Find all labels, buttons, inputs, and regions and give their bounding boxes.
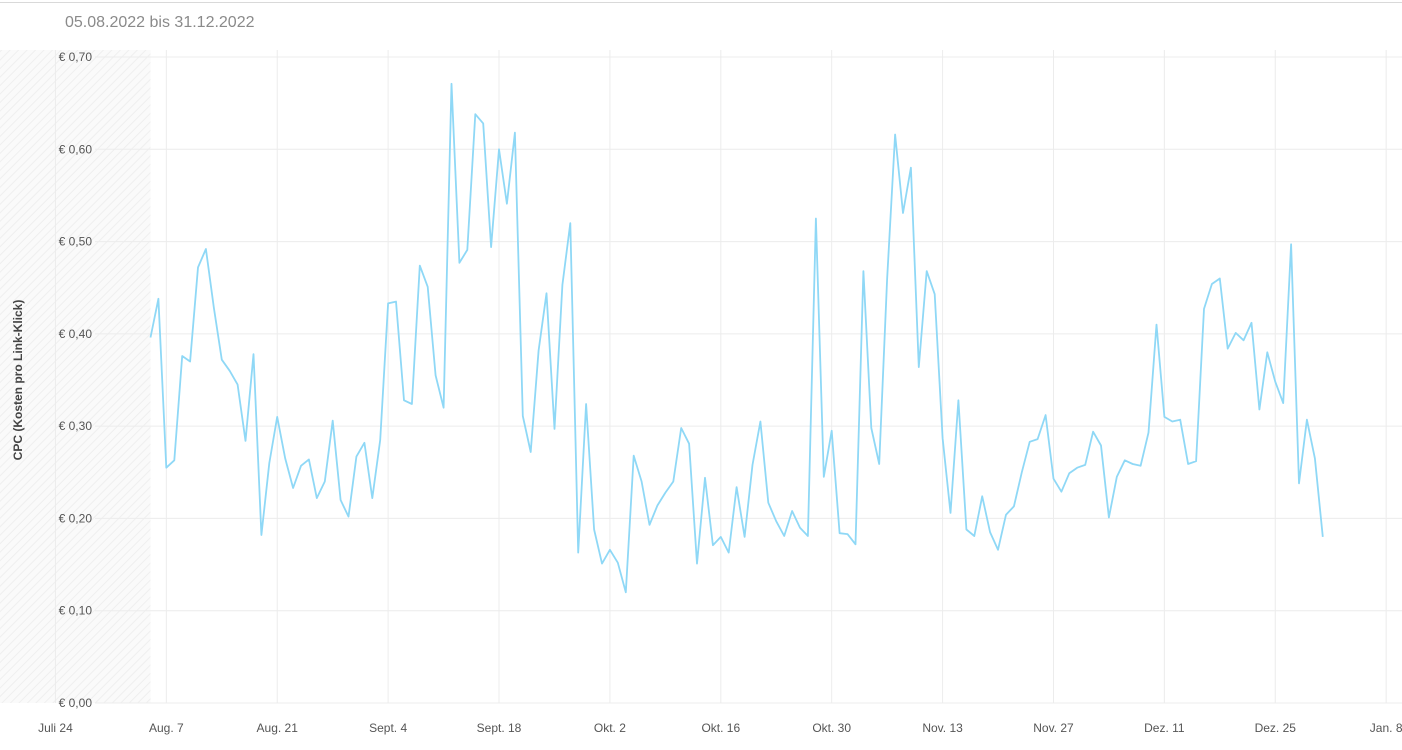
y-tick-label: € 0,40: [59, 327, 93, 341]
top-divider: [0, 2, 1402, 3]
date-range-label: 05.08.2022 bis 31.12.2022: [65, 14, 255, 31]
cpc-series-line: [149, 82, 1324, 594]
y-tick-label: € 0,50: [59, 235, 93, 249]
x-tick-label: Juli 24: [38, 721, 73, 735]
y-tick-label: € 0,10: [59, 604, 93, 618]
x-tick-label: Sept. 4: [369, 721, 407, 735]
x-tick-label: Aug. 21: [257, 721, 299, 735]
y-tick-label: € 0,30: [59, 419, 93, 433]
x-tick-label: Okt. 30: [812, 721, 851, 735]
x-tick-label: Okt. 2: [594, 721, 626, 735]
y-tick-label: € 0,60: [59, 142, 93, 156]
x-tick-label: Nov. 27: [1033, 721, 1074, 735]
y-tick-label: € 0,70: [59, 50, 93, 64]
y-tick-label: € 0,20: [59, 511, 93, 525]
x-tick-label: Nov. 13: [922, 721, 963, 735]
y-tick-label: € 0,00: [59, 696, 93, 710]
y-axis-label: CPC (Kosten pro Link-Klick): [11, 300, 25, 461]
x-tick-label: Sept. 18: [477, 721, 522, 735]
x-tick-label: Dez. 11: [1144, 721, 1185, 735]
x-tick-label: Jan. 8: [1370, 721, 1402, 735]
x-tick-label: Dez. 25: [1255, 721, 1297, 735]
x-tick-label: Aug. 7: [149, 721, 184, 735]
no-data-region: [0, 50, 151, 703]
x-tick-label: Okt. 16: [701, 721, 740, 735]
